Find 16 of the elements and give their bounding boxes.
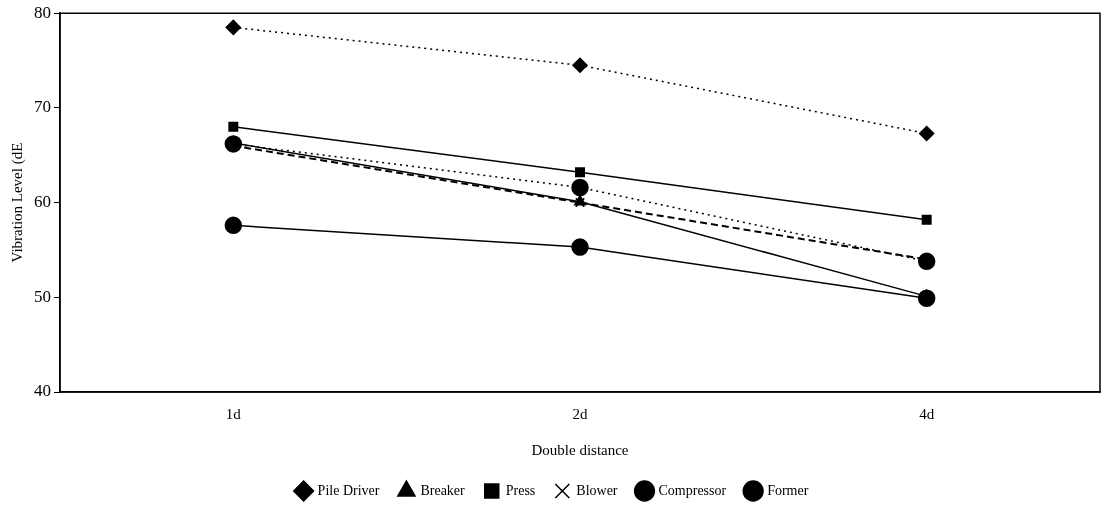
legend-label: Compressor xyxy=(658,482,727,498)
y-tick-label: 80 xyxy=(34,2,51,22)
x-tick-label: 2d xyxy=(572,405,588,422)
y-axis-title: Vibration Level (dE xyxy=(8,142,26,263)
legend-label: Blower xyxy=(576,482,618,498)
y-tick-label: 50 xyxy=(34,286,51,306)
legend-label: Press xyxy=(505,482,536,498)
y-tick-label: 40 xyxy=(34,381,51,401)
legend-label: Breaker xyxy=(420,482,466,498)
y-tick-label: 70 xyxy=(34,97,51,117)
x-tick-label: 4d xyxy=(919,405,935,422)
legend-label: Former xyxy=(767,482,809,498)
y-tick-label: 60 xyxy=(34,192,51,212)
legend-label: Pile Driver xyxy=(317,482,380,498)
x-axis-title: Double distance xyxy=(531,441,629,458)
x-tick-label: 1d xyxy=(225,405,242,422)
